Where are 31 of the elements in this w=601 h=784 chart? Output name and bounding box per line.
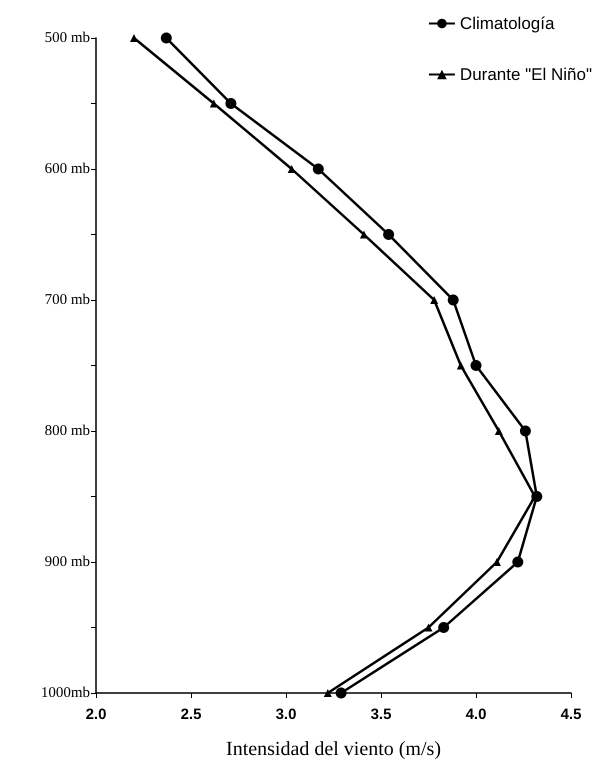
point bbox=[456, 362, 465, 370]
x-tick-label: 2.0 bbox=[86, 706, 106, 723]
point bbox=[470, 360, 482, 371]
point bbox=[512, 556, 524, 568]
x-tick-label: 3.0 bbox=[276, 706, 296, 723]
point bbox=[312, 164, 324, 174]
y-tick-label: 800 mb bbox=[44, 423, 90, 439]
y-tick-label: 500 mb bbox=[44, 30, 90, 46]
legend-label: Climatología bbox=[460, 14, 555, 33]
point bbox=[494, 427, 503, 435]
point bbox=[520, 426, 531, 436]
point bbox=[438, 622, 450, 633]
point bbox=[424, 624, 432, 632]
point bbox=[430, 296, 438, 304]
y-tick-label: 700 mb bbox=[44, 292, 90, 308]
point bbox=[383, 229, 394, 240]
y-tick-label: 600 mb bbox=[44, 161, 90, 177]
point bbox=[160, 32, 172, 44]
point bbox=[324, 689, 332, 697]
point bbox=[336, 688, 347, 698]
x-tick-label: 2.5 bbox=[180, 706, 202, 723]
x-tick-label: 4.0 bbox=[466, 706, 486, 723]
point bbox=[130, 34, 138, 42]
legend-label: Durante "El Niño" bbox=[460, 65, 592, 84]
point bbox=[448, 294, 459, 306]
point bbox=[225, 98, 236, 109]
x-axis-title: Intensidad del viento (m/s) bbox=[226, 738, 441, 760]
x-tick-label: 3.5 bbox=[370, 706, 392, 723]
y-tick-label: 1000mb bbox=[40, 685, 90, 701]
x-tick-label: 4.5 bbox=[560, 706, 582, 723]
y-tick-label: 900 mb bbox=[44, 554, 90, 570]
